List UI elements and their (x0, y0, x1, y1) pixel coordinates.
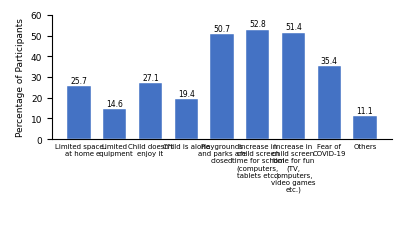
Bar (175, 99, 198, 140)
Bar (282, 34, 305, 140)
Bar (318, 67, 341, 140)
Text: 25.7: 25.7 (71, 76, 88, 85)
Text: 19.4: 19.4 (178, 89, 195, 98)
Bar (103, 109, 126, 140)
Bar (139, 84, 162, 140)
Text: 52.8: 52.8 (249, 20, 266, 29)
Text: 14.6: 14.6 (106, 99, 123, 108)
Text: 35.4: 35.4 (321, 56, 338, 65)
Y-axis label: Percentage of Participants: Percentage of Participants (16, 18, 25, 137)
Bar (210, 35, 234, 140)
Bar (353, 117, 376, 140)
Bar (68, 86, 91, 140)
Text: 27.1: 27.1 (142, 73, 159, 82)
Text: 50.7: 50.7 (214, 25, 230, 34)
Text: 51.4: 51.4 (285, 23, 302, 32)
Text: 11.1: 11.1 (357, 106, 373, 115)
Bar (246, 31, 269, 140)
